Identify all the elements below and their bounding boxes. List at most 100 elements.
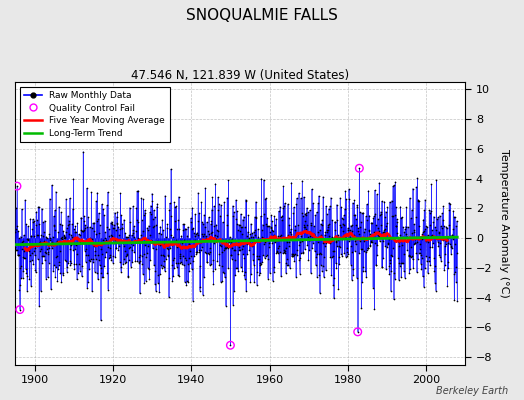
- Point: [45, 244, 53, 251]
- Point: [385, 271, 394, 277]
- Point: [352, 216, 361, 222]
- Point: [221, 245, 229, 251]
- Point: [25, 248, 33, 254]
- Point: [420, 227, 428, 234]
- Point: [173, 264, 181, 270]
- Point: [325, 233, 333, 239]
- Point: [165, 207, 173, 213]
- Point: [17, 206, 26, 212]
- Point: [141, 254, 150, 260]
- Point: [370, 306, 378, 312]
- Point: [434, 243, 443, 249]
- Point: [43, 246, 51, 252]
- Point: [47, 241, 56, 248]
- Point: [97, 246, 105, 252]
- Point: [450, 297, 458, 303]
- Point: [127, 246, 136, 253]
- Point: [78, 228, 86, 234]
- Point: [342, 254, 350, 260]
- Point: [154, 280, 162, 286]
- Point: [449, 208, 457, 214]
- Point: [139, 271, 147, 277]
- Point: [42, 234, 51, 241]
- Point: [408, 256, 417, 263]
- Point: [315, 227, 324, 233]
- Point: [228, 236, 236, 242]
- Point: [354, 329, 362, 335]
- Point: [234, 268, 243, 274]
- Point: [143, 238, 151, 245]
- Point: [157, 262, 165, 268]
- Point: [143, 224, 151, 231]
- Point: [298, 238, 306, 244]
- Point: [436, 240, 444, 247]
- Point: [133, 217, 141, 223]
- Point: [13, 183, 21, 189]
- Point: [369, 228, 378, 235]
- Point: [204, 250, 212, 256]
- Point: [274, 245, 282, 252]
- Point: [97, 270, 106, 276]
- Point: [432, 287, 440, 294]
- Point: [227, 239, 235, 246]
- Point: [343, 249, 351, 255]
- Point: [285, 239, 293, 245]
- Point: [175, 226, 183, 232]
- Point: [294, 230, 302, 236]
- Point: [254, 256, 263, 262]
- Point: [188, 266, 196, 272]
- Point: [368, 220, 376, 226]
- Point: [246, 231, 254, 237]
- Point: [182, 257, 190, 264]
- Point: [129, 230, 138, 236]
- Point: [335, 254, 343, 260]
- Point: [234, 227, 242, 233]
- Point: [323, 224, 332, 230]
- Point: [267, 225, 275, 231]
- Point: [189, 225, 198, 232]
- Point: [81, 248, 89, 254]
- Point: [106, 252, 114, 258]
- Point: [78, 273, 86, 279]
- Point: [220, 246, 228, 253]
- Point: [390, 276, 399, 282]
- Point: [67, 260, 75, 266]
- Point: [55, 204, 63, 210]
- Point: [353, 202, 361, 208]
- Point: [452, 223, 461, 230]
- Point: [409, 229, 418, 236]
- Point: [334, 232, 342, 239]
- Point: [265, 244, 273, 250]
- Point: [351, 248, 359, 254]
- Point: [135, 260, 143, 266]
- Point: [328, 234, 336, 241]
- Point: [129, 223, 138, 230]
- Point: [50, 222, 58, 229]
- Point: [221, 244, 230, 251]
- Point: [272, 250, 281, 257]
- Point: [176, 254, 184, 261]
- Point: [193, 249, 201, 256]
- Point: [278, 212, 287, 219]
- Point: [346, 234, 354, 241]
- Point: [391, 204, 400, 210]
- Point: [14, 252, 23, 258]
- Point: [124, 257, 133, 263]
- Point: [379, 229, 388, 236]
- Point: [424, 258, 433, 264]
- Point: [255, 256, 263, 262]
- Point: [122, 259, 130, 266]
- Point: [85, 257, 94, 264]
- Point: [379, 229, 388, 235]
- Point: [243, 233, 251, 240]
- Point: [276, 248, 284, 255]
- Point: [257, 176, 266, 182]
- Point: [128, 203, 137, 210]
- Point: [112, 214, 121, 220]
- Point: [330, 219, 339, 226]
- Point: [16, 265, 25, 271]
- Point: [26, 258, 34, 264]
- Point: [200, 274, 208, 280]
- Point: [279, 246, 288, 253]
- Point: [87, 189, 95, 196]
